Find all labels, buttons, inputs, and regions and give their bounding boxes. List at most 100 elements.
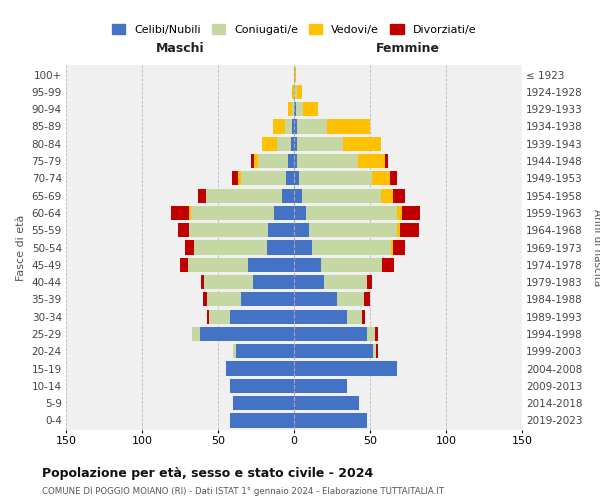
Bar xyxy=(362,310,365,324)
Bar xyxy=(294,223,309,238)
Bar xyxy=(198,188,206,202)
Bar xyxy=(233,344,236,358)
Bar xyxy=(253,275,294,289)
Bar xyxy=(294,396,359,410)
Bar xyxy=(201,275,205,289)
Bar xyxy=(291,136,294,151)
Bar xyxy=(385,154,388,168)
Bar xyxy=(230,379,294,393)
Bar xyxy=(286,171,294,186)
Bar xyxy=(294,344,373,358)
Bar xyxy=(297,120,328,134)
Bar xyxy=(294,188,302,202)
Bar xyxy=(292,102,294,116)
Bar xyxy=(257,154,288,168)
Bar xyxy=(226,362,294,376)
Bar xyxy=(288,102,292,116)
Bar xyxy=(294,120,297,134)
Bar xyxy=(328,120,370,134)
Bar xyxy=(205,275,253,289)
Bar xyxy=(303,102,319,116)
Bar xyxy=(171,206,189,220)
Bar xyxy=(273,120,285,134)
Bar xyxy=(189,223,268,238)
Bar xyxy=(367,275,371,289)
Bar xyxy=(371,171,390,186)
Bar xyxy=(294,240,312,254)
Bar xyxy=(254,154,257,168)
Bar xyxy=(282,188,294,202)
Bar xyxy=(285,120,292,134)
Y-axis label: Fasce di età: Fasce di età xyxy=(16,214,26,280)
Bar xyxy=(230,310,294,324)
Bar xyxy=(189,206,191,220)
Y-axis label: Anni di nascita: Anni di nascita xyxy=(592,209,600,286)
Bar xyxy=(180,258,188,272)
Bar xyxy=(233,396,294,410)
Bar xyxy=(192,327,200,341)
Bar xyxy=(178,223,189,238)
Bar xyxy=(294,327,367,341)
Bar xyxy=(185,240,194,254)
Text: Maschi: Maschi xyxy=(155,42,205,56)
Bar xyxy=(294,310,347,324)
Bar xyxy=(297,154,358,168)
Bar xyxy=(382,258,394,272)
Bar xyxy=(306,206,397,220)
Bar xyxy=(397,223,400,238)
Bar xyxy=(206,188,282,202)
Text: Popolazione per età, sesso e stato civile - 2024: Popolazione per età, sesso e stato civil… xyxy=(42,468,373,480)
Bar xyxy=(374,327,377,341)
Bar xyxy=(294,136,297,151)
Bar xyxy=(288,154,294,168)
Text: Femmine: Femmine xyxy=(376,42,440,56)
Bar xyxy=(294,275,325,289)
Bar xyxy=(294,102,296,116)
Bar xyxy=(393,188,405,202)
Bar xyxy=(294,362,397,376)
Bar xyxy=(274,206,294,220)
Bar xyxy=(251,154,254,168)
Bar xyxy=(367,327,374,341)
Bar xyxy=(294,154,297,168)
Bar xyxy=(337,292,364,306)
Bar xyxy=(390,171,397,186)
Bar xyxy=(358,154,385,168)
Bar xyxy=(376,344,377,358)
Bar xyxy=(209,310,230,324)
Bar xyxy=(188,258,248,272)
Bar xyxy=(393,240,405,254)
Bar xyxy=(292,120,294,134)
Bar xyxy=(208,292,241,306)
Legend: Celibi/Nubili, Coniugati/e, Vedovi/e, Divorziati/e: Celibi/Nubili, Coniugati/e, Vedovi/e, Di… xyxy=(107,20,481,39)
Bar xyxy=(208,310,209,324)
Text: COMUNE DI POGGIO MOIANO (RI) - Dati ISTAT 1° gennaio 2024 - Elaborazione TUTTAIT: COMUNE DI POGGIO MOIANO (RI) - Dati ISTA… xyxy=(42,488,444,496)
Bar xyxy=(294,258,322,272)
Bar xyxy=(297,136,343,151)
Bar xyxy=(268,223,294,238)
Bar xyxy=(294,414,367,428)
Bar xyxy=(262,136,277,151)
Bar xyxy=(294,68,296,82)
Bar xyxy=(294,292,337,306)
Bar xyxy=(312,240,391,254)
Bar xyxy=(294,171,299,186)
Bar xyxy=(277,136,291,151)
Bar xyxy=(373,344,376,358)
Bar xyxy=(297,84,302,99)
Bar xyxy=(238,171,241,186)
Bar xyxy=(230,414,294,428)
Bar xyxy=(380,188,393,202)
Bar xyxy=(292,84,294,99)
Bar xyxy=(402,206,420,220)
Bar xyxy=(232,171,238,186)
Bar xyxy=(194,240,266,254)
Bar xyxy=(266,240,294,254)
Bar xyxy=(364,292,370,306)
Bar xyxy=(294,379,347,393)
Bar xyxy=(191,206,274,220)
Bar xyxy=(299,171,371,186)
Bar xyxy=(347,310,362,324)
Bar xyxy=(296,102,303,116)
Bar xyxy=(294,206,306,220)
